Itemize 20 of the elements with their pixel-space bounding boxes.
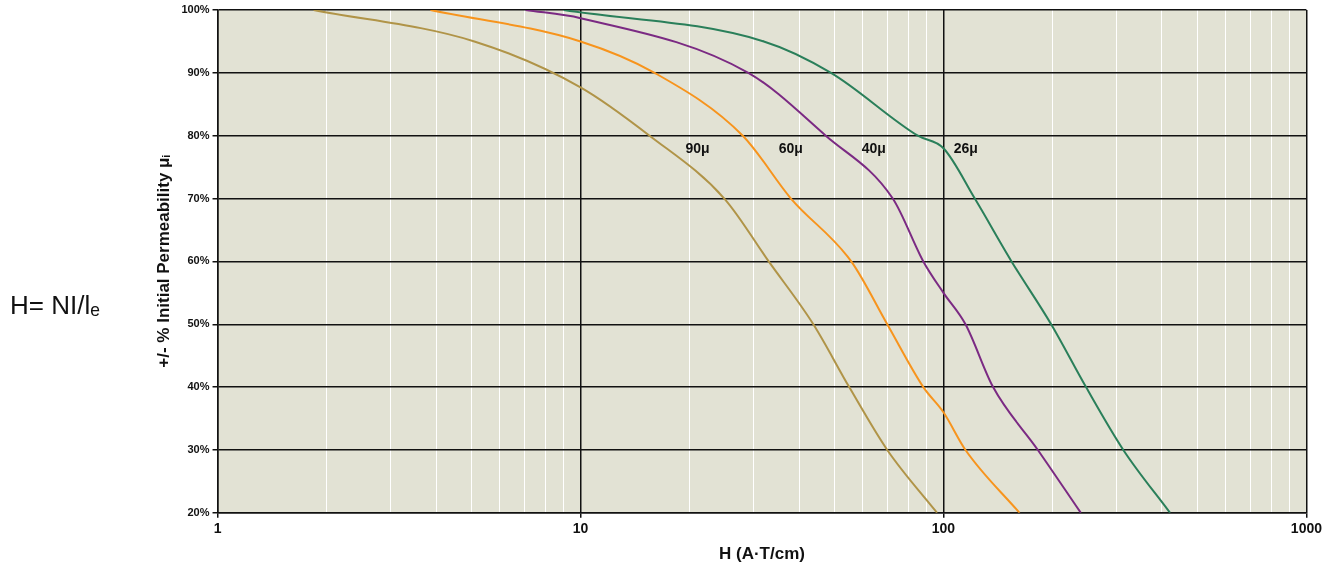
series-label: 40μ	[861, 139, 886, 156]
series-label: 60μ	[778, 139, 803, 156]
y-tick-label: 80%	[187, 128, 210, 141]
series-label: 26μ	[953, 139, 978, 156]
series-label: 90μ	[685, 139, 710, 156]
y-tick-label: 70%	[187, 191, 210, 204]
y-tick-label: 50%	[187, 317, 210, 330]
y-tick-label: 90%	[187, 65, 210, 78]
y-tick-label: 40%	[187, 380, 210, 393]
y-tick-label: 20%	[187, 505, 210, 518]
y-tick-label: 60%	[187, 254, 210, 267]
y-axis-title: +/- % Initial Permeability μᵢ	[153, 155, 173, 368]
x-tick-label: 100	[931, 520, 956, 537]
x-tick-label: 1	[213, 520, 222, 537]
x-tick-label: 10	[572, 520, 589, 537]
y-tick-label: 30%	[187, 442, 210, 455]
x-axis-title: H (A·T/cm)	[719, 544, 805, 564]
x-tick-label: 1000	[1290, 520, 1323, 537]
y-tick-label: 100%	[181, 3, 210, 16]
text: H= NI/lₑ	[10, 290, 100, 321]
